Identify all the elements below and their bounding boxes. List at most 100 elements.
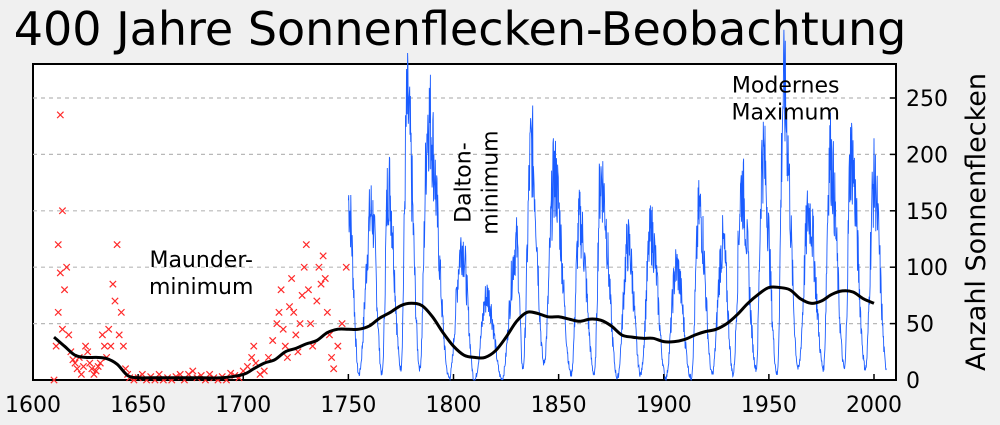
x-tick-label: 1950 [741, 393, 797, 418]
early-observation-point [52, 342, 60, 350]
early-observation-point [290, 308, 298, 316]
early-observation-point [54, 241, 62, 249]
chart-title: 400 Jahre Sonnenflecken-Beobachtung [13, 2, 907, 56]
early-observation-point [113, 241, 121, 249]
early-observation-point [285, 303, 294, 311]
early-observation-point [69, 356, 77, 364]
early-observation-point [81, 342, 90, 350]
early-observation-point [260, 367, 268, 375]
early-observation-point [58, 325, 67, 333]
early-observation-point [73, 365, 81, 373]
y-tick-label: 150 [906, 200, 948, 225]
y-tick-label: 50 [906, 313, 934, 338]
early-observation-point [300, 263, 308, 271]
annotations: Maunder-minimumDalton-minimumModernesMax… [149, 73, 840, 300]
early-observation-point [79, 362, 88, 371]
early-observation-point [273, 319, 281, 328]
annotation-maunder-minimum: Maunder-minimum [149, 248, 253, 300]
early-observation-point [327, 353, 336, 362]
early-observation-point [109, 280, 117, 288]
early-observation-point [248, 353, 256, 362]
modern-observations-series [347, 29, 887, 382]
early-observation-point [296, 319, 304, 328]
early-observation-point [88, 365, 96, 373]
annotation-modern-maximum-line: Modernes [732, 73, 840, 98]
early-observation-point [250, 342, 258, 350]
early-observation-point [313, 297, 321, 305]
trend-line-series [53, 285, 875, 380]
x-tick-label: 1650 [110, 393, 166, 418]
early-observation-point [115, 331, 123, 339]
x-tick-label: 1750 [320, 393, 376, 418]
modern-observation-line [347, 29, 887, 382]
early-observation-point [77, 370, 85, 378]
y-axis-label: Anzahl Sonnenflecken [961, 73, 992, 371]
early-observation-point [292, 331, 300, 339]
early-observation-point [330, 365, 338, 373]
x-tick-label: 1850 [531, 393, 587, 418]
annotation-dalton-minimum: Dalton-minimum [451, 130, 503, 234]
early-observation-point [86, 359, 94, 367]
early-observation-point [50, 376, 58, 384]
early-observation-point [323, 308, 331, 316]
early-observation-point [98, 331, 107, 339]
annotation-dalton-minimum-line: minimum [478, 130, 503, 234]
early-observation-point [304, 286, 313, 294]
early-observation-point [338, 319, 346, 328]
x-tick-label: 1800 [426, 393, 482, 418]
early-observation-point [319, 252, 327, 260]
y-tick-label: 250 [906, 87, 948, 112]
early-observation-point [321, 274, 329, 283]
trend-line [53, 285, 875, 380]
early-observation-point [54, 308, 62, 316]
early-observation-point [342, 263, 350, 271]
early-observation-point [119, 342, 128, 350]
early-observation-point [243, 362, 252, 371]
early-observation-point [287, 274, 296, 283]
early-observation-point [105, 325, 113, 333]
early-observation-point [279, 325, 287, 333]
early-observation-point [92, 367, 100, 375]
early-observation-point [189, 367, 197, 375]
early-observation-point [298, 291, 306, 300]
early-observation-point [334, 342, 342, 350]
early-observation-point [56, 269, 64, 277]
y-tick-label: 0 [906, 369, 920, 394]
annotation-maunder-minimum-line: minimum [149, 275, 253, 300]
early-observation-point [111, 297, 119, 305]
early-observation-point [269, 336, 277, 345]
early-observation-point [275, 308, 283, 316]
early-observation-point [96, 359, 104, 367]
x-tick-label: 1600 [5, 393, 61, 418]
early-observation-point [94, 362, 102, 371]
early-observation-point [63, 263, 71, 271]
early-observation-point [277, 286, 285, 294]
early-observation-point [100, 342, 109, 350]
early-observation-point [58, 207, 67, 215]
early-observation-point [90, 370, 98, 378]
early-observation-point [281, 342, 289, 350]
early-observation-point [283, 353, 292, 362]
y-tick-label: 200 [906, 143, 948, 168]
early-observation-point [306, 319, 315, 328]
early-observation-point [117, 308, 125, 316]
early-observation-point [107, 342, 115, 350]
x-tick-label: 1700 [215, 393, 271, 418]
early-observation-point [71, 359, 79, 367]
x-tick-label: 1900 [636, 393, 692, 418]
y-axis: 0 50 100 150 200 250 [890, 87, 948, 394]
early-observation-point [315, 263, 323, 271]
y-tick-label: 100 [906, 256, 948, 281]
x-axis: 1600 1650 1700 1750 1800 1850 1900 1950 2000 [5, 374, 902, 418]
annotation-dalton-minimum-line: Dalton- [451, 142, 476, 223]
early-observation-point [60, 286, 69, 294]
early-observation-point [264, 353, 273, 362]
annotation-maunder-minimum-line: Maunder- [149, 248, 252, 273]
annotation-modern-maximum-line: Maximum [731, 100, 839, 125]
early-observation-point [65, 331, 73, 339]
x-tick-label: 2000 [846, 393, 902, 418]
early-observation-point [317, 280, 325, 288]
early-observation-point [84, 348, 92, 356]
